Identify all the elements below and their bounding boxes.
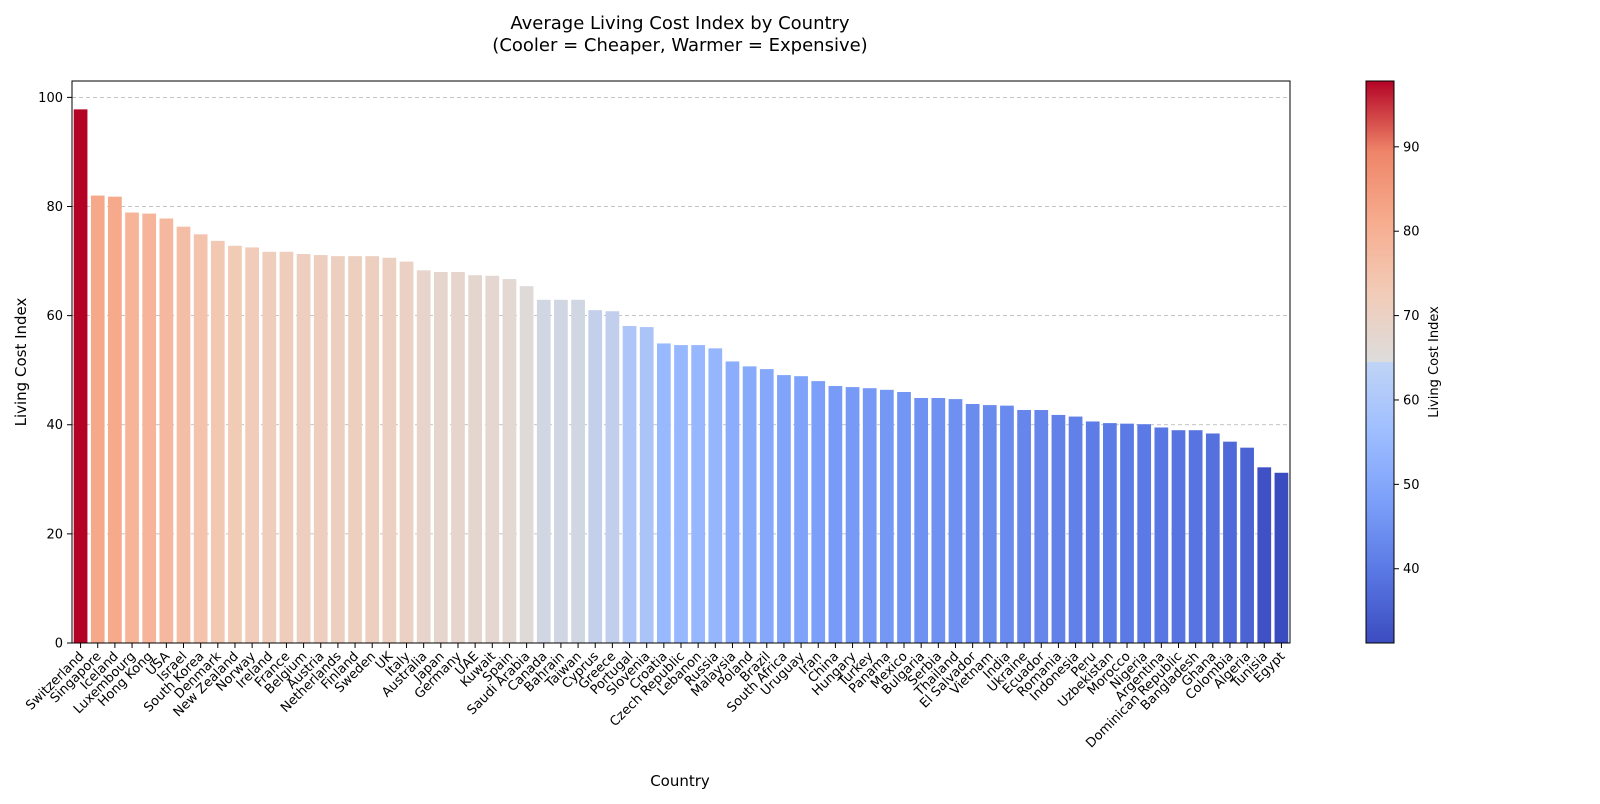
bar-tunisia — [1257, 467, 1272, 643]
bar-canada — [536, 299, 551, 643]
bar-mexico — [897, 392, 911, 643]
bar-hong-kong — [142, 213, 157, 643]
bar-croatia — [656, 343, 671, 643]
colorbar-tick-label: 50 — [1403, 478, 1420, 493]
bar-ghana — [1205, 433, 1220, 643]
bar-slovenia — [639, 327, 654, 643]
bar-el-salvador — [965, 404, 980, 643]
bar-brazil — [759, 369, 774, 643]
colorbar — [1365, 80, 1395, 644]
bar-new-zealand — [228, 245, 242, 643]
bar-greece — [605, 311, 620, 643]
bar-dominican-republic — [1171, 430, 1186, 643]
bars — [73, 109, 1289, 644]
bar-germany — [451, 271, 465, 643]
colorbar-label: Living Cost Index — [1427, 306, 1442, 418]
bar-bangladesh — [1188, 430, 1203, 643]
bar-usa — [159, 218, 174, 643]
bar-hungary — [845, 387, 860, 643]
bar-uk — [382, 257, 397, 643]
bar-france — [279, 251, 294, 643]
bar-ireland — [262, 251, 277, 643]
y-tick-label: 0 — [55, 637, 63, 652]
bar-india — [1000, 405, 1014, 643]
bar-south-korea — [193, 234, 208, 643]
colorbar-tick-label: 40 — [1403, 562, 1420, 577]
bar-sweden — [365, 256, 380, 643]
chart-title-line2: (Cooler = Cheaper, Warmer = Expensive) — [492, 35, 867, 56]
y-tick-label: 80 — [46, 200, 63, 215]
bar-netherlands — [331, 256, 345, 643]
bar-switzerland — [73, 109, 88, 644]
bar-romania — [1051, 414, 1066, 643]
bar-malaysia — [725, 361, 740, 643]
bar-singapore — [90, 195, 105, 643]
bar-spain — [502, 279, 517, 643]
bar-iceland — [108, 196, 122, 644]
bar-egypt — [1274, 472, 1289, 643]
bar-saudi-arabia — [519, 286, 534, 643]
bar-bulgaria — [914, 398, 929, 643]
bar-norway — [245, 247, 259, 643]
bar-israel — [176, 226, 191, 643]
bar-turkey — [862, 388, 877, 643]
bar-australia — [416, 270, 431, 643]
bar-thailand — [948, 399, 963, 643]
bar-iran — [811, 381, 826, 643]
bar-nigeria — [1137, 424, 1152, 643]
y-tick-label: 60 — [46, 309, 63, 324]
bar-lebanon — [691, 345, 706, 643]
y-axis-label: Living Cost Index — [12, 297, 30, 426]
colorbar-tick-label: 90 — [1403, 140, 1420, 155]
bar-morocco — [1120, 423, 1134, 643]
bar-poland — [742, 366, 757, 643]
bar-ukraine — [1017, 410, 1031, 643]
colorbar-ticks: 40 50 60 70 80 90 — [1394, 140, 1420, 577]
bar-czech-republic — [674, 345, 688, 643]
bar-uruguay — [794, 376, 808, 643]
bar-finland — [348, 256, 362, 643]
bar-taiwan — [571, 299, 585, 643]
bar-uzbekistan — [1103, 423, 1117, 643]
x-axis-ticks: SwitzerlandSingaporeIcelandLuxembourgHon… — [23, 643, 1288, 751]
bar-luxembourg — [125, 212, 139, 644]
bar-bahrain — [554, 299, 568, 643]
x-axis-label: Country — [650, 772, 710, 790]
bar-panama — [879, 389, 894, 643]
bar-china — [828, 386, 843, 643]
bar-serbia — [931, 398, 946, 643]
bar-cyprus — [588, 310, 603, 643]
bar-russia — [708, 348, 723, 643]
bar-portugal — [622, 325, 637, 643]
colorbar-tick-label: 80 — [1403, 225, 1420, 240]
colorbar-tick-label: 70 — [1403, 309, 1420, 324]
colorbar-tick-label: 60 — [1403, 393, 1420, 408]
y-tick-label: 20 — [46, 527, 63, 542]
bar-austria — [313, 255, 328, 643]
bar-belgium — [296, 253, 311, 644]
bar-kuwait — [485, 275, 500, 643]
bar-south-africa — [777, 375, 791, 643]
y-axis-ticks: 0 20 40 60 80 100 — [38, 91, 72, 652]
bar-indonesia — [1068, 416, 1083, 643]
y-tick-label: 100 — [38, 91, 63, 106]
bar-italy — [399, 261, 414, 643]
bar-colombia — [1223, 441, 1237, 643]
y-tick-label: 40 — [46, 418, 63, 433]
bar-denmark — [210, 240, 225, 643]
bar-algeria — [1240, 447, 1254, 643]
chart-title-line1: Average Living Cost Index by Country — [510, 13, 850, 34]
bar-vietnam — [982, 405, 997, 643]
bar-uae — [468, 275, 483, 643]
bar-argentina — [1154, 427, 1169, 643]
bar-peru — [1085, 421, 1100, 643]
bar-ecuador — [1034, 410, 1049, 643]
bar-japan — [433, 271, 448, 643]
